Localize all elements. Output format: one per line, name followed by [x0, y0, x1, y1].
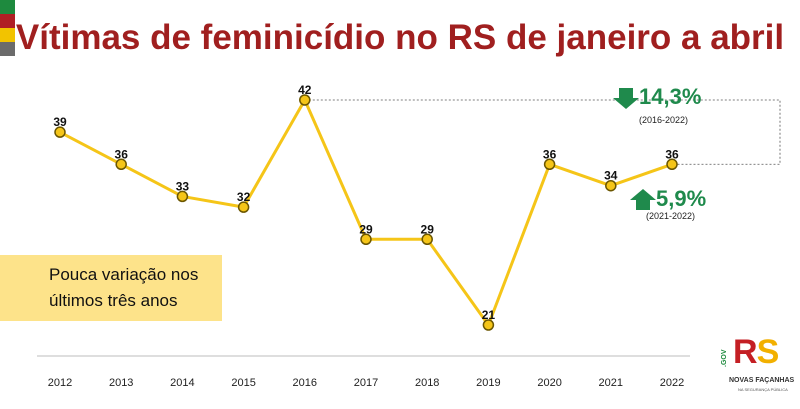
logo-gov-text: .GOV: [721, 349, 728, 367]
logo-subtagline: NA SEGURANÇA PÚBLICA: [738, 387, 788, 392]
data-point: [360, 233, 372, 246]
logo-rs-text: RS: [733, 333, 780, 372]
data-label: 29: [359, 222, 373, 236]
x-tick-label: 2022: [660, 377, 684, 389]
flag-stripe-red: [0, 14, 15, 28]
rs-gov-logo: .GOV RS NOVAS FAÇANHAS NA SEGURANÇA PÚBL…: [721, 333, 795, 397]
stat-increase: 5,9%: [630, 186, 707, 212]
data-point: [666, 158, 678, 171]
data-point: [176, 190, 189, 203]
data-label: 21: [482, 308, 496, 322]
data-point: [54, 126, 66, 138]
data-label: 34: [604, 169, 618, 183]
data-point: [115, 158, 127, 171]
data-point: [605, 179, 617, 192]
data-label: 36: [115, 147, 129, 161]
data-point: [237, 201, 250, 213]
x-tick-label: 2020: [537, 377, 561, 389]
data-label: 42: [298, 83, 312, 97]
data-point: [421, 233, 433, 246]
x-tick-label: 2015: [231, 377, 255, 389]
x-tick-label: 2018: [415, 377, 439, 389]
data-label: 39: [53, 115, 67, 129]
x-tick-label: 2012: [48, 377, 72, 389]
logo-s: S: [756, 333, 780, 371]
x-tick-label: 2016: [293, 377, 317, 389]
flag-stripe-green: [0, 0, 15, 14]
callout-line-1: Pouca variação nos: [49, 265, 199, 284]
stat-increase-period: (2021-2022): [646, 211, 696, 221]
data-label: 29: [421, 222, 435, 236]
data-label: 36: [543, 147, 557, 161]
x-tick-label: 2014: [170, 377, 194, 389]
arrow-down-icon: [613, 88, 639, 109]
data-point: [299, 94, 311, 106]
stat-increase-value: 5,9%: [656, 186, 707, 211]
data-label: 32: [237, 190, 251, 204]
flag-stripe-yellow: [0, 28, 15, 42]
data-label: 33: [176, 179, 190, 193]
logo-tagline: NOVAS FAÇANHAS: [729, 377, 795, 384]
x-tick-label: 2021: [599, 377, 623, 389]
logo-r: R: [733, 333, 758, 371]
chart-title: Vítimas de feminicídio no RS de janeiro …: [15, 18, 785, 57]
x-tick-label: 2017: [354, 377, 378, 389]
stat-decrease-value: 14,3%: [639, 84, 702, 109]
data-point: [482, 319, 495, 331]
flag-stripe-gray: [0, 42, 15, 56]
stat-decrease: 14,3%: [613, 84, 702, 110]
data-label: 36: [665, 147, 679, 161]
callout-box: [0, 255, 222, 321]
arrow-up-icon: [630, 189, 656, 210]
comparison-bracket: [304, 99, 781, 165]
stat-decrease-period: (2016-2022): [639, 115, 689, 125]
callout-line-2: últimos três anos: [49, 291, 178, 310]
callout-text: Pouca variação nos últimos três anos: [49, 262, 224, 314]
x-tick-label: 2019: [476, 377, 500, 389]
x-tick-label: 2013: [109, 377, 133, 389]
data-point: [543, 158, 556, 171]
